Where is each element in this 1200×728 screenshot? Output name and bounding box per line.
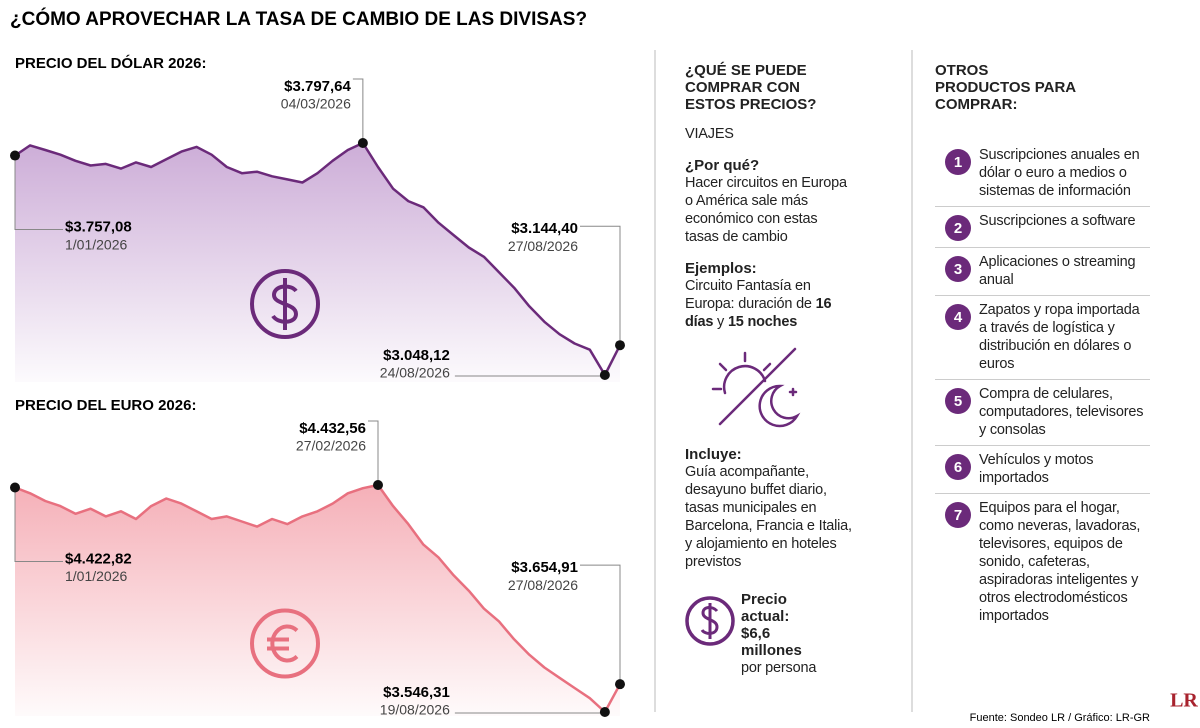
point — [615, 679, 625, 690]
line — [14, 483, 622, 714]
text: Circuito Fantasía en Europa: duración de — [685, 278, 816, 312]
list-item: 5 Compra de celulares, computadores, tele… — [935, 380, 1150, 446]
item-list: 1 Suscripciones anuales en dólar o euro a… — [935, 141, 1155, 631]
value-label: $3.797,64 — [284, 78, 351, 95]
item-number: 6 — [945, 454, 971, 480]
chart-title: PRECIO DEL EURO 2026: — [15, 397, 196, 414]
value-label: $3.048,12 — [383, 347, 450, 364]
currency-icon — [250, 269, 320, 339]
price-block: Precio actual: $6,6 millones por persona — [685, 591, 853, 677]
main-title: ¿CÓMO APROVECHAR LA TASA DE CAMBIO DE LA… — [10, 8, 587, 30]
item-text: Suscripciones anuales en dólar o euro a … — [979, 147, 1140, 199]
price-value: $6,6 millones — [741, 625, 802, 659]
line — [14, 141, 622, 377]
middle-title: ¿QUÉ SE PUEDE COMPRAR CON ESTOS PRECIOS? — [685, 62, 817, 113]
point — [599, 370, 610, 380]
item-number: 3 — [945, 256, 971, 282]
price-label: Precio actual: — [741, 591, 790, 625]
date-label: 27/08/2026 — [508, 238, 578, 254]
night-icon — [711, 347, 801, 428]
value-label: $3.144,40 — [511, 220, 578, 237]
list-item: 2 Suscripciones a software — [935, 207, 1150, 248]
item-text: Aplicaciones o streaming anual — [979, 254, 1136, 288]
item-number: 5 — [945, 388, 971, 414]
logo: LR — [1170, 690, 1198, 712]
value-label: $4.422,82 — [65, 550, 132, 567]
currency-icon — [250, 608, 320, 679]
leader-line — [352, 78, 364, 143]
date-label: 19/08/2026 — [380, 702, 450, 718]
date-label: 27/08/2026 — [508, 577, 578, 593]
dollar-icon — [685, 596, 735, 646]
list-item: 7 Equipos para el hogar, como neveras, la… — [935, 494, 1150, 631]
list-item: 6 Vehículos y motos importados — [935, 446, 1150, 494]
examples-heading: Ejemplos: — [685, 260, 757, 277]
chart-title: PRECIO DEL DÓLAR 2026: — [15, 54, 206, 72]
point — [357, 138, 368, 148]
item-text: Zapatos y ropa importada a través de log… — [979, 302, 1140, 372]
examples-text: Circuito Fantasía en Europa: duración de… — [685, 277, 853, 331]
leader-line — [580, 225, 621, 346]
date-label: 04/03/2026 — [281, 96, 351, 112]
currency-icon — [267, 624, 299, 663]
point — [599, 707, 610, 717]
value-label: $4.432,56 — [299, 420, 366, 437]
category: VIAJES — [685, 126, 734, 142]
date-label: 1/01/2026 — [65, 236, 127, 252]
price-unit: por persona — [741, 660, 817, 676]
right-title: OTROS PRODUCTOS PARA COMPRAR: — [935, 62, 1076, 113]
list-item: 3 Aplicaciones o streaming anual — [935, 248, 1150, 296]
item-number: 4 — [945, 304, 971, 330]
item-number: 1 — [945, 149, 971, 175]
source: Fuente: Sondeo LR / Gráfico: LR-GR — [970, 712, 1150, 724]
text: y — [713, 314, 728, 330]
point — [10, 150, 20, 161]
area — [15, 143, 620, 382]
list-item: 1 Suscripciones anuales en dólar o euro a… — [935, 141, 1150, 207]
includes-text: Guía acompañante, desayuno buffet diario… — [685, 464, 852, 570]
item-text: Equipos para el hogar, como neveras, lav… — [979, 500, 1141, 624]
item-number: 2 — [945, 215, 971, 241]
date-label: 1/01/2026 — [65, 568, 127, 584]
why-heading: ¿Por qué? — [685, 157, 760, 174]
middle-panel: ¿QUÉ SE PUEDE COMPRAR CON ESTOS PRECIOS?… — [685, 62, 853, 677]
value-label: $3.757,08 — [65, 219, 132, 236]
point — [373, 480, 383, 490]
right-panel: OTROS PRODUCTOS PARA COMPRAR: 1 Suscripci… — [935, 62, 1155, 631]
value-label: $3.546,31 — [383, 684, 450, 701]
date-label: 27/02/2026 — [296, 438, 366, 454]
area — [15, 485, 620, 716]
currency-icon — [271, 278, 299, 330]
leader-line — [368, 420, 379, 485]
includes-heading: Incluye: — [685, 446, 742, 463]
value-label: $3.654,91 — [511, 559, 578, 576]
why-text: Hacer circuitos en Europa o América sale… — [685, 175, 847, 245]
item-text: Compra de celulares, computadores, telev… — [979, 386, 1144, 438]
leader-line — [14, 487, 63, 562]
leader-line — [580, 564, 621, 685]
item-text: Vehículos y motos importados — [979, 452, 1094, 486]
item-number: 7 — [945, 502, 971, 528]
point — [10, 482, 20, 493]
text-bold: 15 noches — [727, 314, 798, 330]
point — [615, 340, 625, 351]
list-item: 4 Zapatos y ropa importada a través de lo… — [935, 296, 1150, 380]
text-bold: 16 días — [685, 296, 832, 330]
item-text: Suscripciones a software — [979, 213, 1136, 229]
leader-line — [14, 155, 63, 231]
date-label: 24/08/2026 — [380, 365, 450, 381]
